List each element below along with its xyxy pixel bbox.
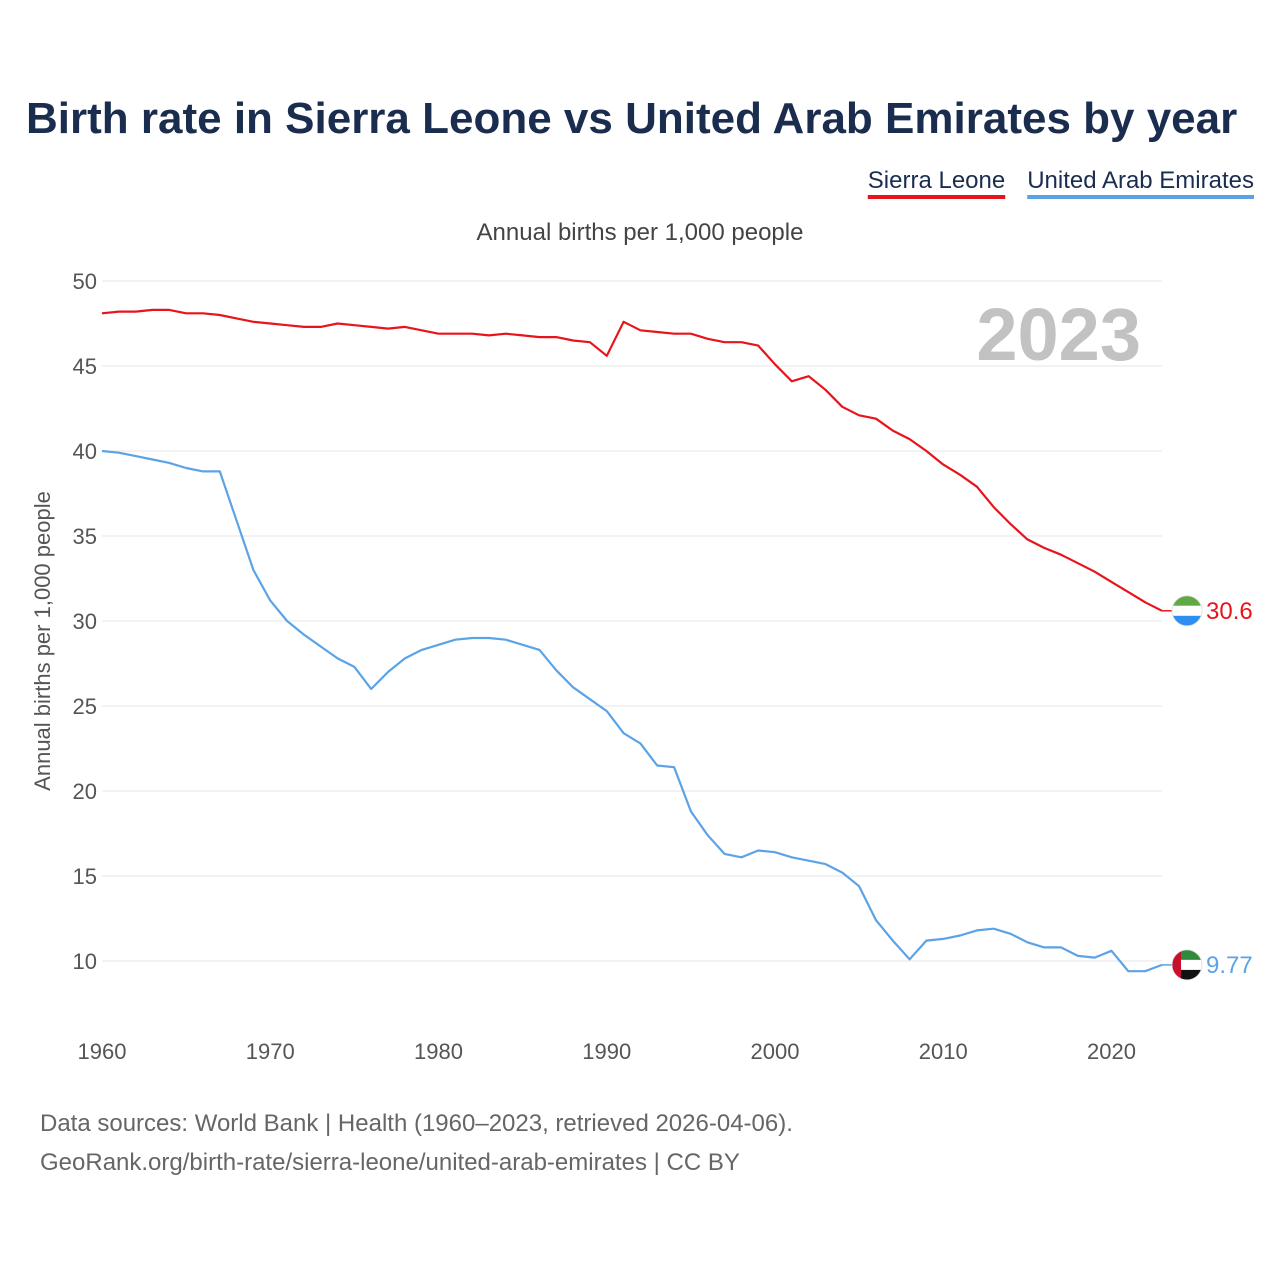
series-line-sierra-leone — [101, 308, 1163, 612]
y-tick-40: 40 — [73, 439, 97, 464]
x-tick-2020: 2020 — [1087, 1039, 1136, 1064]
footer-link[interactable]: GeoRank.org/birth-rate/sierra-leone/unit… — [40, 1149, 740, 1176]
x-tick-labels: 1960 1970 1980 1990 2000 2010 2020 — [78, 1039, 1136, 1064]
y-tick-35: 35 — [73, 524, 97, 549]
x-tick-1960: 1960 — [78, 1039, 127, 1064]
legend-item-sierra-leone[interactable]: Sierra Leone — [867, 167, 1006, 199]
current-year-label: 2023 — [976, 293, 1141, 376]
legend-item-united-arab-emirates[interactable]: United Arab Emirates — [1027, 167, 1254, 199]
end-markers: 30.6 9.77 — [1162, 595, 1253, 981]
x-tick-1990: 1990 — [582, 1039, 631, 1064]
y-tick-45: 45 — [73, 354, 97, 379]
legend-label-sierra-leone: Sierra Leone — [868, 167, 1005, 194]
x-tick-1980: 1980 — [414, 1039, 463, 1064]
gridlines — [102, 280, 1162, 962]
legend: United Arab Emirates Sierra Leone — [867, 167, 1254, 199]
y-tick-10: 10 — [73, 949, 97, 974]
series-line-united-arab-emirates — [101, 449, 1163, 973]
series-lines — [101, 308, 1163, 973]
y-tick-25: 25 — [73, 694, 97, 719]
chart-subtitle: Annual births per 1,000 people — [477, 219, 804, 246]
footer-sources: Data sources: World Bank | Health (1960–… — [40, 1110, 793, 1137]
y-tick-20: 20 — [73, 779, 97, 804]
x-tick-1970: 1970 — [246, 1039, 295, 1064]
y-tick-50: 50 — [73, 269, 97, 294]
y-tick-labels: 10 15 20 25 30 35 40 45 50 — [73, 269, 97, 974]
y-axis-label: Annual births per 1,000 people — [30, 491, 55, 791]
end-value-united-arab-emirates: 9.77 — [1206, 952, 1253, 979]
chart-title: Birth rate in Sierra Leone vs United Ara… — [26, 94, 1237, 143]
x-tick-2000: 2000 — [751, 1039, 800, 1064]
y-tick-30: 30 — [73, 609, 97, 634]
sierra-leone-flag — [1171, 595, 1203, 627]
uae-flag — [1171, 949, 1203, 981]
end-value-sierra-leone: 30.6 — [1206, 598, 1253, 625]
legend-label-united-arab-emirates: United Arab Emirates — [1027, 167, 1254, 194]
y-tick-15: 15 — [73, 864, 97, 889]
x-tick-2010: 2010 — [919, 1039, 968, 1064]
